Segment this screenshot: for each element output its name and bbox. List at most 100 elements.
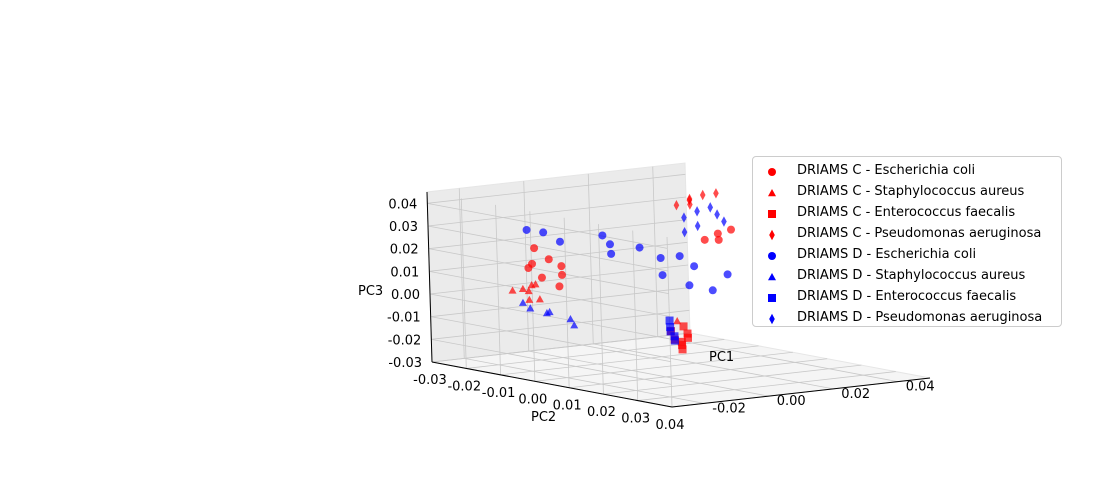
data-point — [670, 332, 679, 341]
legend-item: DRIAMS D - Staphylococcus aureus — [753, 267, 1061, 288]
grid-line — [458, 188, 465, 359]
data-point — [665, 316, 674, 325]
data-point — [679, 322, 688, 331]
data-point — [658, 271, 667, 280]
z-tick-label: 0.00 — [391, 288, 420, 303]
grid-line — [429, 270, 670, 317]
data-point — [670, 336, 679, 345]
data-point — [508, 286, 517, 294]
legend-item: DRIAMS D - Enterococcus faecalis — [753, 288, 1061, 309]
grid-line — [431, 332, 691, 363]
grid-line — [431, 338, 672, 385]
data-point — [598, 231, 607, 240]
tick-labels: -0.02 0.00 0.02 0.04-0.03 -0.02 -0.01 0.00 0.01… — [387, 197, 935, 433]
data-point — [527, 281, 536, 289]
x-tick-label: 0.02 — [841, 387, 870, 402]
grid-line — [495, 204, 501, 375]
data-point — [700, 235, 709, 244]
pane-left — [426, 162, 691, 363]
data-point — [673, 200, 680, 211]
legend-marker-circle — [768, 168, 776, 176]
z-tick-label: 0.04 — [388, 197, 417, 212]
series-5 — [518, 298, 579, 329]
x-axis-line — [671, 377, 931, 408]
grid-line — [500, 345, 759, 376]
series-7 — [681, 202, 727, 238]
legend-label: DRIAMS C - Staphylococcus aureus — [797, 184, 1025, 199]
legend-marker-square — [768, 294, 776, 302]
data-point — [635, 243, 644, 252]
data-point — [528, 259, 537, 268]
data-point — [555, 237, 564, 246]
data-point — [713, 188, 719, 199]
legend-marker-square — [768, 210, 776, 218]
series-6 — [665, 316, 679, 345]
legend-marker-circle — [768, 252, 776, 260]
z-tick-label: -0.03 — [388, 356, 422, 371]
data-point — [607, 249, 616, 258]
data-point — [544, 255, 553, 264]
legend-item: DRIAMS D - Escherichia coli — [753, 246, 1061, 267]
y-tick-label: -0.02 — [447, 379, 481, 394]
data-point — [685, 281, 694, 290]
data-point — [557, 270, 566, 279]
grid-line — [431, 309, 690, 340]
z-axis-label: PC3 — [358, 284, 383, 299]
grid-line — [428, 219, 687, 250]
data-point — [557, 262, 566, 271]
series-4 — [522, 225, 732, 295]
data-point — [713, 229, 722, 238]
data-point — [518, 284, 527, 293]
grid-line — [637, 371, 896, 401]
grid-line — [460, 198, 467, 369]
data-point — [525, 295, 534, 303]
data-point — [694, 220, 701, 232]
series-0 — [524, 225, 736, 291]
legend-label: DRIAMS C - Enterococcus faecalis — [797, 205, 1016, 220]
data-point — [570, 321, 579, 329]
legend-label: DRIAMS C - Pseudomonas aeruginosa — [797, 226, 1042, 241]
data-points — [508, 188, 736, 354]
grid-line — [528, 350, 769, 397]
data-point — [555, 282, 564, 291]
data-point — [539, 228, 548, 237]
legend-item: DRIAMS C - Escherichia coli — [753, 162, 1061, 183]
z-tick-label: -0.02 — [388, 333, 422, 348]
legend-label: DRIAMS D - Pseudomonas aeruginosa — [797, 310, 1043, 325]
grid-line — [563, 217, 570, 388]
data-point — [526, 304, 535, 312]
legend-label: DRIAMS D - Enterococcus faecalis — [797, 289, 1017, 304]
y-tick-label: 0.01 — [553, 399, 582, 414]
grid-line — [593, 343, 834, 390]
data-point — [678, 345, 687, 354]
data-point — [545, 307, 554, 316]
data-point — [605, 240, 614, 249]
legend-item: DRIAMS D - Pseudomonas aeruginosa — [753, 309, 1061, 330]
grid-line — [569, 358, 828, 389]
grid-line — [430, 316, 671, 363]
grid-line — [529, 211, 536, 382]
data-point — [681, 212, 687, 223]
data-point — [566, 315, 575, 323]
y-tick-label: 0.00 — [518, 392, 547, 407]
x-axis-label: PC1 — [709, 350, 734, 365]
data-point — [535, 295, 544, 303]
data-point — [524, 286, 533, 295]
grid-lines — [426, 166, 931, 408]
data-point — [537, 273, 546, 282]
legend: DRIAMS C - Escherichia coli DRIAMS C - St… — [752, 156, 1062, 327]
grid-line — [427, 225, 669, 272]
data-point — [721, 216, 727, 227]
grid-line — [429, 293, 671, 340]
x-tick-label: -0.02 — [712, 401, 746, 416]
data-point — [707, 202, 714, 213]
x-tick-label: 0.04 — [906, 380, 935, 395]
z-tick-label: 0.02 — [390, 243, 419, 258]
z-tick-label: 0.03 — [389, 220, 418, 235]
legend-marker-triangle — [768, 189, 776, 197]
data-point — [686, 195, 693, 206]
grid-line — [652, 166, 659, 337]
grid-line — [427, 196, 687, 227]
data-point — [723, 270, 732, 279]
